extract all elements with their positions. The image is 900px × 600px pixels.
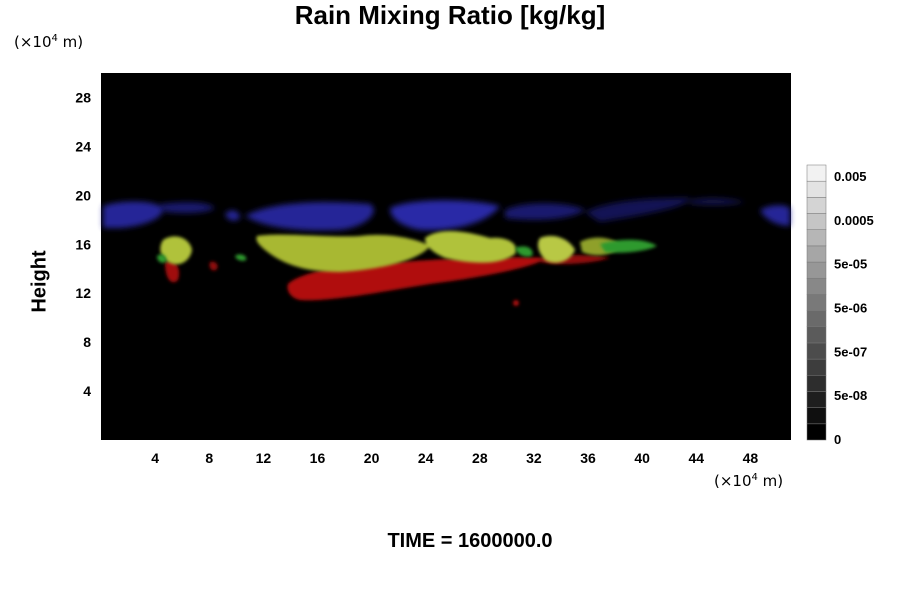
colorbar-swatch <box>806 310 827 328</box>
colorbar-swatch <box>806 294 827 311</box>
y-tick-label: 12 <box>75 285 91 301</box>
y-axis-ticks: 4 8 12 16 20 24 28 <box>75 89 91 399</box>
colorbar-label: 0.005 <box>834 169 867 184</box>
colorbar-swatch <box>806 423 827 441</box>
x-tick-label: 24 <box>418 450 434 466</box>
x-tick-label: 16 <box>310 450 326 466</box>
x-tick-label: 48 <box>743 450 759 466</box>
colorbar-swatch <box>806 180 827 198</box>
y-tick-label: 16 <box>75 236 91 252</box>
x-tick-label: 32 <box>526 450 542 466</box>
colorbar-swatch <box>806 326 827 344</box>
x-tick-label: 20 <box>364 450 380 466</box>
y-unit-label: (×104 m) <box>14 33 84 51</box>
colorbar-label: 5e-05 <box>834 257 867 272</box>
time-label: TIME = 1600000.0 <box>387 530 553 552</box>
colorbar-label: 5e-08 <box>834 388 867 403</box>
y-tick-label: 28 <box>75 89 91 105</box>
x-tick-label: 36 <box>580 450 596 466</box>
colorbar-swatch <box>806 375 827 392</box>
y-tick-label: 4 <box>83 383 91 399</box>
x-tick-label: 4 <box>151 450 159 466</box>
y-tick-label: 24 <box>75 138 91 154</box>
x-tick-label: 8 <box>205 450 213 466</box>
chart-title: Rain Mixing Ratio [kg/kg] <box>294 0 606 30</box>
field-layer-blue <box>103 197 790 231</box>
colorbar-swatch <box>806 358 827 376</box>
colorbar-swatch <box>806 391 827 408</box>
colorbar-swatch <box>806 229 827 247</box>
x-tick-label: 40 <box>634 450 650 466</box>
field-layer-green <box>157 239 657 263</box>
colorbar-swatch <box>806 277 827 295</box>
colorbar-label: 5e-07 <box>834 344 867 359</box>
x-unit-label: (×104 m) <box>714 472 784 490</box>
colorbar-swatch <box>806 261 827 279</box>
colorbar-swatch <box>806 197 827 214</box>
colorbar-label: 5e-06 <box>834 301 867 316</box>
y-tick-label: 20 <box>75 187 91 203</box>
y-tick-label: 8 <box>83 334 91 350</box>
colorbar-swatch <box>806 245 827 263</box>
colorbar-swatch <box>806 213 827 230</box>
colorbar-label: 0.0005 <box>834 213 874 228</box>
colorbar: 0 5e-08 5e-07 5e-06 5e-05 0.0005 0.005 <box>806 164 874 447</box>
colorbar-swatch <box>806 342 827 360</box>
x-tick-label: 12 <box>256 450 272 466</box>
colorbar-swatch <box>806 164 827 182</box>
colorbar-label: 0 <box>834 432 841 447</box>
x-tick-label: 44 <box>689 450 705 466</box>
field-layer-yellow <box>160 231 620 272</box>
colorbar-swatch <box>806 407 827 425</box>
x-axis-ticks: 4 8 12 16 20 24 28 32 36 40 44 48 <box>151 450 758 466</box>
x-tick-label: 28 <box>472 450 488 466</box>
